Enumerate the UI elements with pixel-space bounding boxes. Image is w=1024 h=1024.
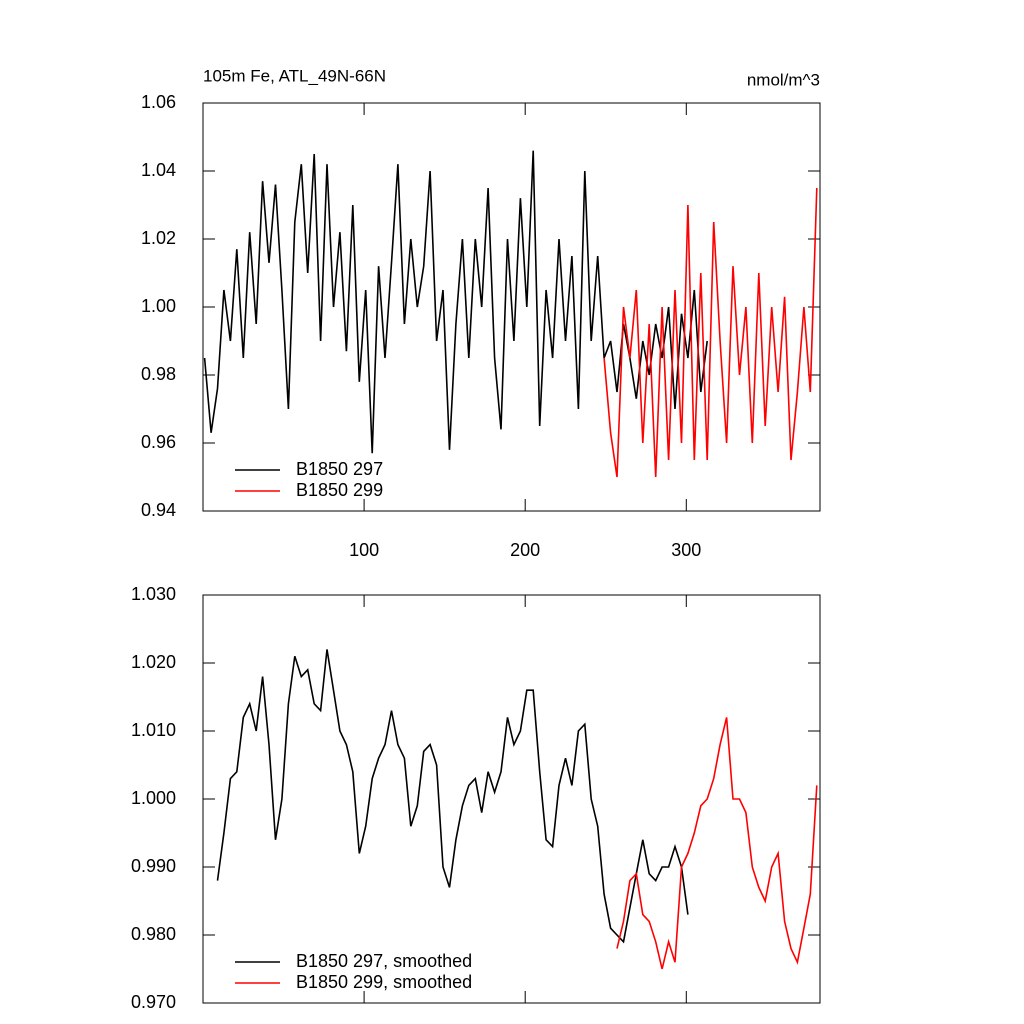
y-tick-label: 0.94 [141,500,176,520]
legend-label: B1850 299 [296,480,383,500]
y-tick-label: 0.98 [141,364,176,384]
y-tick-label: 1.04 [141,160,176,180]
x-tick-label: 200 [510,540,540,560]
chart-title: 105m Fe, ATL_49N-66N [203,66,386,85]
y-tick-label: 0.980 [131,924,176,944]
y-tick-label: 1.02 [141,228,176,248]
series-line [203,150,708,454]
series-line [603,187,818,478]
legend-label: B1850 297, smoothed [296,951,472,971]
y-tick-label: 1.000 [131,788,176,808]
y-tick-label: 1.010 [131,720,176,740]
legend-label: B1850 297 [296,459,383,479]
x-tick-label: 300 [671,540,701,560]
y-tick-label: 1.06 [141,92,176,112]
y-tick-label: 0.990 [131,856,176,876]
y-tick-label: 1.020 [131,652,176,672]
y-tick-label: 0.96 [141,432,176,452]
series-line [616,717,818,970]
legend-label: B1850 299, smoothed [296,972,472,992]
y-tick-label: 1.030 [131,584,176,604]
series-line [216,649,689,944]
y-tick-label: 1.00 [141,296,176,316]
x-tick-label: 100 [349,540,379,560]
y-tick-label: 0.970 [131,992,176,1012]
units-label: nmol/m^3 [747,70,820,89]
